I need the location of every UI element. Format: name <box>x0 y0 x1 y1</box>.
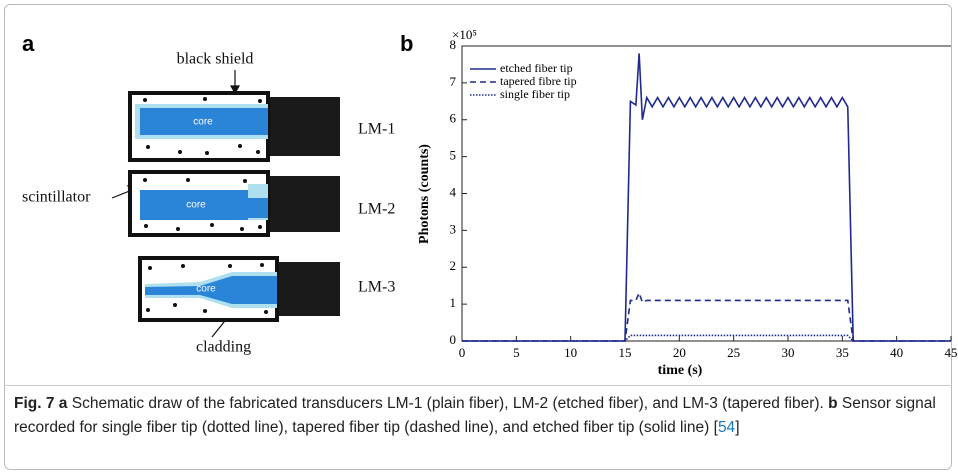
x-tick-label: 35 <box>836 345 849 360</box>
series-line <box>462 53 951 342</box>
y-tick-label: 1 <box>450 295 457 310</box>
x-tick-label: 10 <box>564 345 577 360</box>
separator <box>4 385 952 386</box>
figure: a black shield scintillator cladding cor… <box>22 27 958 378</box>
sensor-label: LM-1 <box>358 121 395 138</box>
x-tick-label: 0 <box>459 345 466 360</box>
y-tick-label: 4 <box>450 184 457 199</box>
legend-label: etched fiber tip <box>500 61 573 75</box>
y-tick-label: 6 <box>450 111 457 126</box>
x-tick-label: 40 <box>890 345 903 360</box>
ref-bracket: [ <box>713 419 718 436</box>
cladding-label: cladding <box>196 339 251 356</box>
series-line <box>462 334 951 342</box>
y-tick-label: 2 <box>450 258 457 273</box>
y-tick-label: 7 <box>450 74 457 89</box>
core-label: core <box>196 284 216 295</box>
caption-text: Schematic draw of the fabricated transdu… <box>71 395 824 412</box>
series-line <box>462 290 951 342</box>
sensor-lm3 <box>138 256 340 322</box>
sensor-lm1 <box>128 91 340 162</box>
caption: Fig. 7 a Schematic draw of the fabricate… <box>14 392 939 440</box>
x-tick-label: 45 <box>945 345 958 360</box>
ref-bracket: ] <box>735 419 740 436</box>
y-tick-label: 8 <box>450 37 457 52</box>
axis-multiplier: ×10⁵ <box>452 27 477 42</box>
core-label: core <box>186 200 206 211</box>
figure-box <box>4 4 952 470</box>
scintillator-label: scintillator <box>22 189 91 206</box>
panel-label: b <box>400 31 413 56</box>
part-label: b <box>828 395 838 412</box>
core-label: core <box>193 117 213 128</box>
figure-number: Fig. 7 <box>14 395 55 412</box>
y-tick-label: 0 <box>450 332 457 347</box>
y-tick-label: 5 <box>450 148 457 163</box>
x-tick-label: 5 <box>513 345 520 360</box>
part-label: a <box>58 395 68 412</box>
sensor-lm2 <box>128 170 340 237</box>
sensor-label: LM-3 <box>358 279 395 296</box>
sensor-label: LM-2 <box>358 201 395 218</box>
x-tick-label: 15 <box>619 345 632 360</box>
y-axis-label: Photons (counts) <box>417 144 432 244</box>
x-tick-label: 25 <box>727 345 740 360</box>
x-axis-label: time (s) <box>658 363 703 378</box>
shield-label: black shield <box>177 51 254 68</box>
x-tick-label: 20 <box>673 345 686 360</box>
reference-link[interactable]: 54 <box>717 419 736 436</box>
x-tick-label: 30 <box>782 345 795 360</box>
legend-label: tapered fibre tip <box>500 74 577 88</box>
legend-label: single fiber tip <box>500 87 570 101</box>
panel-label: a <box>22 31 35 56</box>
caption-text: Sensor signal recorded for single fiber … <box>14 395 936 436</box>
y-tick-label: 3 <box>450 221 457 236</box>
